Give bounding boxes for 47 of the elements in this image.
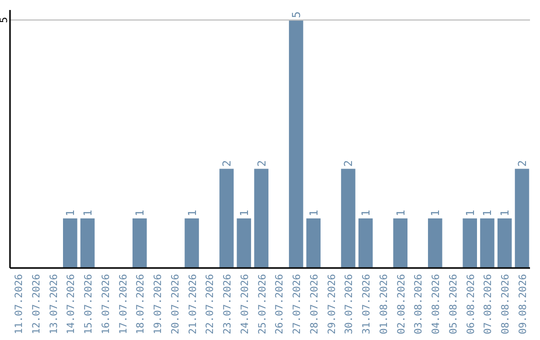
- data-label: 2: [516, 160, 530, 167]
- data-label: 5: [290, 11, 304, 18]
- x-tick-label: 31.07.2026: [362, 274, 373, 334]
- x-tick-label: 20.07.2026: [170, 274, 182, 334]
- data-label: 1: [64, 210, 78, 216]
- x-tick-label: 05.08.2026: [448, 274, 460, 334]
- x-tick-label: 27.07.2026: [292, 274, 304, 334]
- x-tick-label: 21.07.2026: [188, 274, 199, 334]
- data-label: 2: [255, 160, 268, 167]
- x-tick-label: 03.08.2026: [414, 274, 425, 334]
- x-tick-label: 23.07.2026: [222, 274, 234, 334]
- x-tick-label: 13.07.2026: [48, 274, 60, 334]
- x-tick-label: 29.07.2026: [326, 274, 338, 334]
- x-tick-label: 09.08.2026: [518, 274, 530, 334]
- data-label: 1: [360, 210, 373, 216]
- x-tick-label: 02.08.2026: [396, 274, 408, 334]
- x-tick-label: 06.08.2026: [466, 274, 477, 334]
- x-tick-label: 17.07.2026: [118, 274, 130, 334]
- x-tick-label: 24.07.2026: [240, 274, 251, 334]
- data-label: 1: [186, 210, 199, 216]
- x-tick-label: 11.07.2026: [14, 274, 25, 334]
- data-label: 2: [220, 160, 234, 167]
- data-label: 1: [481, 210, 494, 216]
- data-label: 1: [429, 210, 442, 216]
- data-label: 1: [464, 210, 477, 216]
- data-label: 1: [238, 210, 251, 216]
- x-tick-label: 22.07.2026: [205, 274, 216, 334]
- data-label: 1: [307, 210, 320, 216]
- x-tick-label: 28.07.2026: [309, 274, 320, 334]
- x-tick-label: 04.08.2026: [431, 274, 442, 334]
- x-tick-label: 16.07.2026: [100, 274, 112, 334]
- x-tick-label: 12.07.2026: [31, 274, 42, 334]
- x-tick-label: 18.07.2026: [136, 274, 147, 334]
- data-label: 1: [82, 210, 95, 216]
- x-tick-label: 08.08.2026: [500, 274, 512, 334]
- x-tick-label: 25.07.2026: [257, 274, 268, 334]
- data-label: 1: [394, 210, 408, 216]
- data-label: 2: [342, 160, 356, 167]
- x-tick-label: 01.08.2026: [378, 274, 390, 334]
- data-label: 1: [134, 210, 147, 216]
- x-tick-label: 07.08.2026: [483, 274, 494, 334]
- x-tick-label: 26.07.2026: [274, 274, 286, 334]
- x-tick-label: 19.07.2026: [153, 274, 164, 334]
- data-label: 1: [498, 210, 512, 216]
- x-tick-label: 14.07.2026: [66, 274, 78, 334]
- x-tick-label: 15.07.2026: [84, 274, 95, 334]
- x-tick-label: 30.07.2026: [344, 274, 356, 334]
